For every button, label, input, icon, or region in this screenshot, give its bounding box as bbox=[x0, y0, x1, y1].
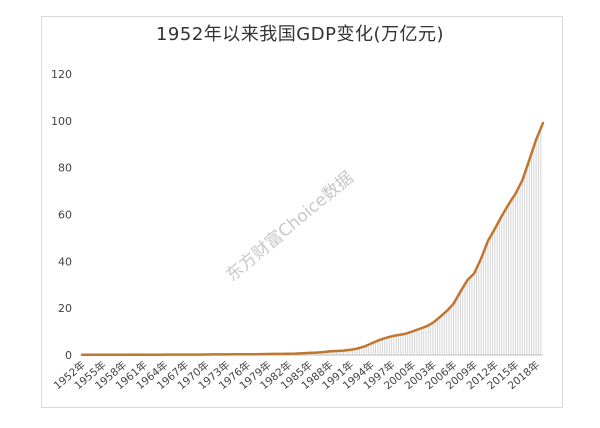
data-point bbox=[370, 342, 372, 345]
data-point bbox=[287, 352, 290, 355]
watermark: 东方财富Choice数据 bbox=[222, 168, 357, 286]
data-point bbox=[170, 353, 173, 356]
data-point bbox=[88, 354, 90, 356]
data-point bbox=[500, 215, 503, 217]
data-point bbox=[115, 353, 118, 356]
data-point bbox=[150, 353, 152, 356]
y-tick-label: 20 bbox=[58, 302, 72, 315]
data-point bbox=[487, 239, 489, 242]
data-point bbox=[232, 353, 235, 356]
data-point bbox=[356, 347, 359, 350]
data-point bbox=[494, 228, 496, 230]
y-tick-label: 0 bbox=[65, 349, 72, 362]
data-point bbox=[205, 353, 207, 356]
data-point bbox=[101, 353, 104, 356]
data-point bbox=[363, 345, 365, 348]
data-point bbox=[136, 353, 138, 356]
data-point bbox=[507, 203, 510, 206]
data-point bbox=[542, 122, 544, 124]
data-point bbox=[280, 353, 283, 355]
data-point bbox=[266, 353, 269, 355]
data-point bbox=[459, 290, 462, 293]
data-point bbox=[218, 353, 221, 356]
data-point bbox=[452, 302, 455, 305]
data-point bbox=[253, 353, 255, 356]
y-tick-label: 60 bbox=[58, 209, 72, 222]
data-point bbox=[397, 334, 400, 336]
y-axis: 0 20 40 60 80 100 120 bbox=[51, 68, 72, 362]
data-point bbox=[418, 328, 420, 330]
data-point bbox=[94, 353, 97, 356]
data-point bbox=[432, 322, 434, 324]
chart-title: 1952年以来我国GDP变化(万亿元) bbox=[155, 24, 444, 45]
area-fill bbox=[81, 128, 542, 355]
data-point bbox=[246, 353, 248, 356]
data-point bbox=[156, 353, 159, 356]
data-point bbox=[425, 325, 427, 328]
data-point bbox=[81, 354, 83, 356]
x-axis: 1952年1955年1958年1961年1964年1967年1970年1973年… bbox=[51, 354, 543, 392]
data-point bbox=[294, 352, 297, 355]
y-tick-label: 120 bbox=[51, 68, 72, 81]
data-point bbox=[122, 353, 125, 356]
data-point bbox=[273, 353, 276, 355]
data-point bbox=[521, 179, 524, 182]
data-point bbox=[143, 353, 145, 356]
y-tick-label: 80 bbox=[58, 162, 72, 175]
data-point bbox=[315, 351, 317, 354]
y-tick-label: 40 bbox=[58, 255, 72, 268]
data-point bbox=[383, 337, 386, 339]
data-point bbox=[445, 310, 448, 312]
data-point bbox=[528, 159, 531, 161]
data-point bbox=[466, 279, 469, 282]
data-point bbox=[198, 353, 200, 356]
y-tick-label: 100 bbox=[51, 115, 72, 128]
data-point bbox=[184, 353, 187, 356]
data-point bbox=[225, 353, 228, 356]
data-point bbox=[239, 353, 242, 356]
data-point bbox=[211, 353, 214, 356]
data-point bbox=[260, 353, 262, 355]
data-point bbox=[322, 351, 324, 353]
data-point bbox=[301, 352, 303, 355]
data-point bbox=[411, 330, 414, 333]
data-point bbox=[377, 339, 379, 342]
data-point bbox=[390, 335, 393, 338]
data-point bbox=[438, 316, 441, 318]
data-point bbox=[535, 138, 537, 141]
data-point bbox=[129, 353, 131, 356]
data-point bbox=[163, 353, 166, 356]
data-point bbox=[335, 350, 338, 352]
data-point bbox=[404, 332, 407, 335]
series-line bbox=[80, 121, 545, 357]
data-point bbox=[349, 349, 352, 351]
data-point bbox=[177, 353, 180, 356]
data-point bbox=[342, 349, 345, 352]
data-point bbox=[473, 272, 475, 275]
data-point bbox=[514, 192, 517, 195]
data-point bbox=[108, 353, 111, 356]
data-point bbox=[191, 353, 193, 356]
data-point bbox=[328, 350, 331, 353]
data-point bbox=[480, 257, 482, 260]
data-point bbox=[308, 352, 310, 354]
